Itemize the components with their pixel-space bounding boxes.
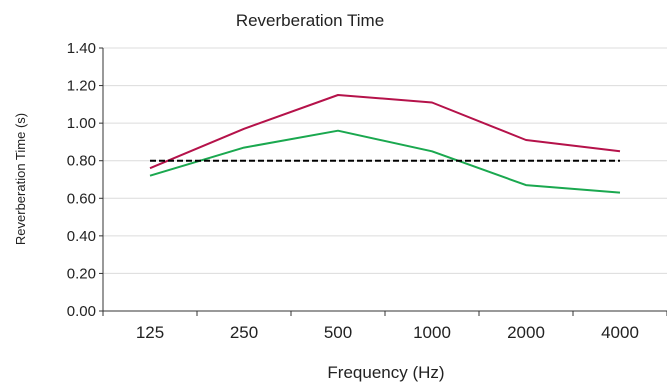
y-tick-label: 0.00: [67, 303, 96, 320]
y-tick-label: 0.40: [67, 228, 96, 245]
axis-layer: 0.00 0.20 0.40 0.60 0.80 1.00 1.20 1.40 125 250 50…: [67, 40, 667, 342]
x-tick-label: 2000: [507, 323, 545, 342]
y-axis-label: Reverberation Time (s): [13, 113, 28, 245]
x-tick-label: 250: [230, 323, 258, 342]
y-tick-label: 0.20: [67, 265, 96, 282]
y-tick-label: 1.40: [67, 40, 96, 57]
y-tick-label: 0.80: [67, 153, 96, 170]
x-tick-label: 4000: [601, 323, 639, 342]
series-line-1: [149, 94, 621, 170]
x-axis-label: Frequency (Hz): [327, 363, 444, 382]
x-tick-label: 1000: [413, 323, 451, 342]
x-tick-label: 500: [324, 323, 352, 342]
chart-title: Reverberation Time: [236, 11, 384, 30]
series-line-2: [149, 129, 621, 194]
y-tick-label: 0.60: [67, 190, 96, 207]
series-layer: [149, 94, 621, 194]
y-tick-label: 1.20: [67, 78, 96, 95]
x-tick-label: 125: [136, 323, 164, 342]
y-tick-label: 1.00: [67, 115, 96, 132]
